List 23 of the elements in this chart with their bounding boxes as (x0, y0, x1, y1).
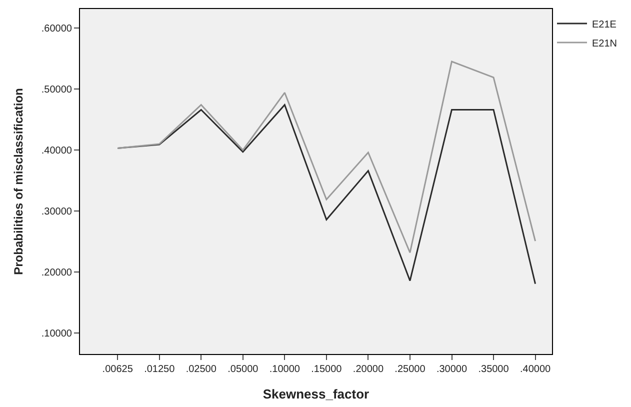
x-tick-label: .35000 (478, 364, 510, 375)
x-tick-label: .20000 (352, 364, 384, 375)
x-tick-label: .30000 (436, 364, 468, 375)
x-tick-label: .02500 (186, 364, 217, 375)
x-tick-label: .15000 (311, 364, 342, 375)
y-tick-label: .40000 (41, 146, 72, 157)
line-series (116, 60, 536, 254)
y-tick-label: .60000 (41, 23, 72, 34)
x-axis-title: Skewness_factor (262, 386, 370, 402)
x-tick-label: .01250 (144, 364, 176, 375)
x-tick-label: .40000 (520, 364, 552, 375)
line-series (116, 104, 536, 285)
legend-label: E21E (592, 19, 617, 30)
y-tick-label: .30000 (41, 206, 72, 218)
x-tick-label: .10000 (269, 364, 300, 375)
y-tick-label: .20000 (41, 268, 72, 279)
x-tick-label: .00625 (102, 364, 134, 375)
y-tick-label: .10000 (41, 328, 72, 340)
x-tick-label: .05000 (228, 364, 259, 375)
y-tick-label: .50000 (41, 84, 72, 96)
legend-label: E21N (592, 38, 618, 50)
y-axis-title: Probabilities of misclassification (12, 88, 26, 275)
x-tick-label: .25000 (394, 364, 426, 375)
